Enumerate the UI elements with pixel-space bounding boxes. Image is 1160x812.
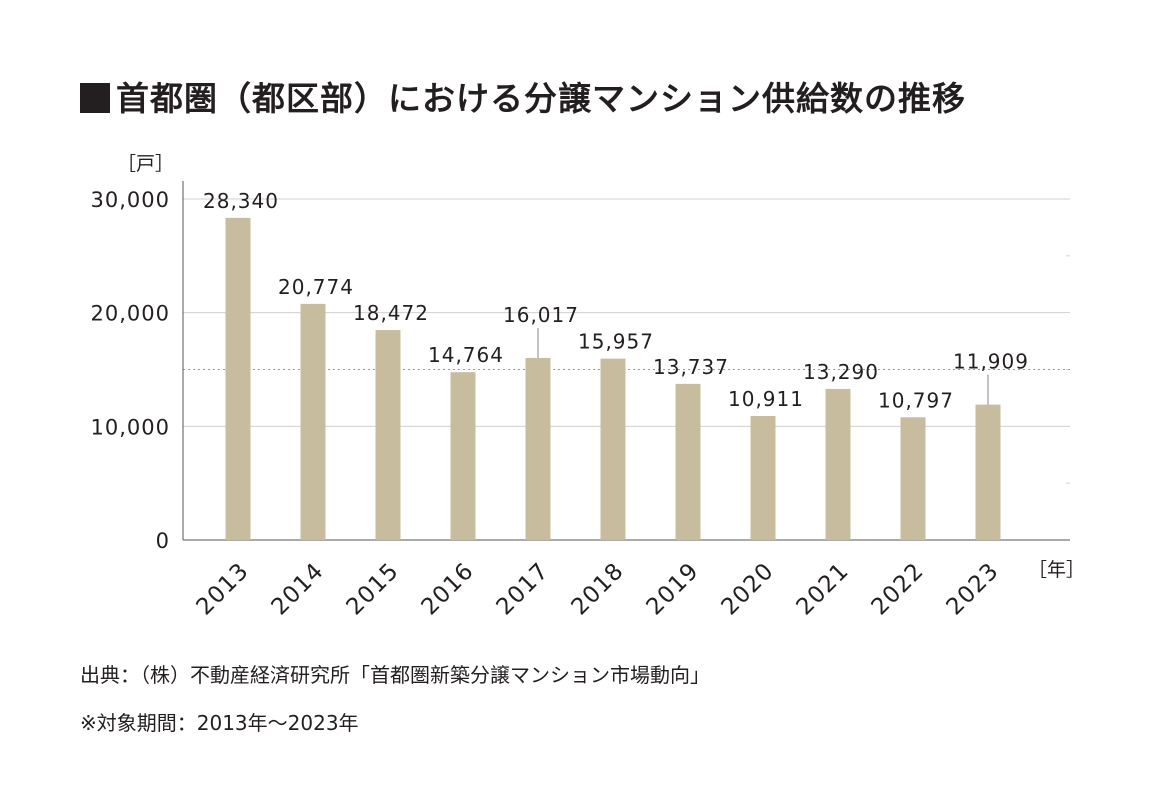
value-label: 10,797 xyxy=(878,388,954,412)
x-tick-label: 2015 xyxy=(342,558,405,621)
bar xyxy=(675,383,701,540)
x-tick-label: 2016 xyxy=(417,558,480,621)
source-note: 出典：（株）不動産経済研究所「首都圏新築分譲マンション市場動向」 xyxy=(80,663,710,687)
x-tick-label: 2021 xyxy=(792,558,855,621)
label-leader-lines xyxy=(537,327,989,405)
bar xyxy=(225,217,251,541)
bar xyxy=(600,358,626,540)
y-tick-label: 20,000 xyxy=(91,302,170,326)
value-label: 28,340 xyxy=(203,189,279,213)
x-tick-label: 2023 xyxy=(942,558,1005,621)
x-tick-label: 2022 xyxy=(867,558,930,621)
bar xyxy=(375,330,401,540)
bar xyxy=(525,357,551,540)
x-tick-label: 2018 xyxy=(567,558,630,621)
bar xyxy=(825,388,851,540)
value-label: 11,909 xyxy=(953,350,1029,374)
value-label: 20,774 xyxy=(278,275,354,299)
x-tick-label: 2019 xyxy=(642,558,705,621)
value-label: 13,737 xyxy=(653,355,729,379)
x-tick-label: 2013 xyxy=(192,558,255,621)
bar xyxy=(300,303,326,540)
period-note: ※対象期間：2013年～2023年 xyxy=(80,711,359,735)
bar xyxy=(900,417,926,540)
y-tick-label: 30,000 xyxy=(91,188,170,212)
x-tick-label: 2017 xyxy=(492,558,555,621)
chart-title-text: 首都圏（都区部）における分譲マンション供給数の推移 xyxy=(116,79,966,118)
bar xyxy=(975,404,1001,540)
y-axis-unit-label: ［戸］ xyxy=(117,153,174,175)
value-label: 16,017 xyxy=(503,303,579,327)
x-tick-labels: 2013 2014 2015 2016 2017 2018 2019 2020 2021 2022… xyxy=(192,558,1005,621)
x-tick-label: 2020 xyxy=(717,558,780,621)
title-square-icon xyxy=(80,83,110,113)
chart-title: 首都圏（都区部）における分譲マンション供給数の推移 xyxy=(80,72,966,120)
x-axis-unit-label: ［年］ xyxy=(1028,559,1085,581)
value-label: 14,764 xyxy=(428,343,504,367)
value-label: 18,472 xyxy=(353,301,429,325)
value-label: 13,290 xyxy=(803,360,879,384)
value-label: 10,911 xyxy=(728,387,804,411)
bar xyxy=(450,372,476,540)
bar xyxy=(750,415,776,540)
y-tick-labels: 0 10,000 20,000 30,000 xyxy=(91,188,170,553)
y-tick-label: 0 xyxy=(156,529,170,553)
bars xyxy=(225,217,1001,541)
x-tick-label: 2014 xyxy=(267,558,330,621)
value-label: 15,957 xyxy=(578,330,654,354)
y-tick-label: 10,000 xyxy=(91,415,170,439)
